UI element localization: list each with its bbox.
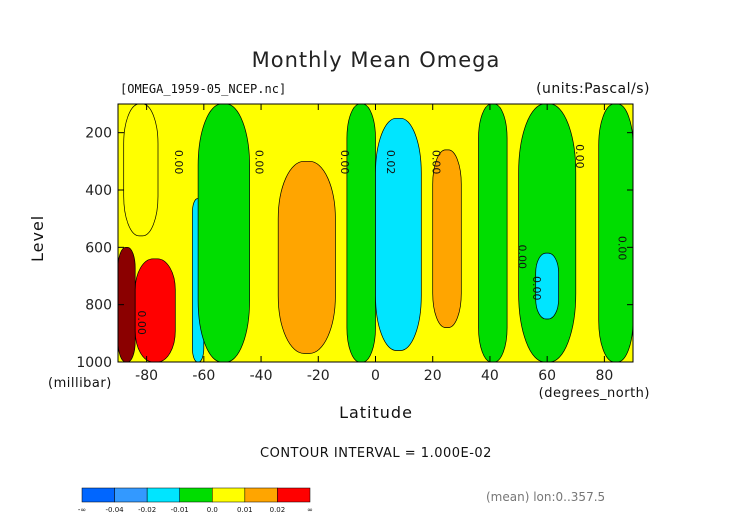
contour-band-8 — [432, 149, 462, 328]
chart-title: Monthly Mean Omega — [251, 48, 501, 72]
colorbar-label-4: 0.0 — [207, 506, 218, 514]
colorbar-swatch-3 — [179, 487, 213, 503]
contour-band-7 — [375, 117, 422, 351]
x-tick-label-4: 0 — [371, 368, 380, 384]
units-label: (units:Pascal/s) — [536, 81, 650, 97]
y-tick-label-3: 800 — [85, 298, 112, 314]
x-axis: -80 -60 -40 -20 0 20 40 60 80 — [135, 104, 613, 384]
colorbar-swatch-1 — [114, 487, 148, 503]
contour-band-10 — [518, 104, 577, 362]
contour-band-2 — [123, 104, 159, 237]
contour-label-7: 0.00 — [573, 144, 586, 169]
contour-label-5: 0.00 — [516, 244, 529, 269]
y-axis-unit: (millibar) — [48, 376, 112, 391]
contour-field — [118, 104, 633, 362]
x-axis-label: Latitude — [339, 403, 413, 422]
y-axis: 200 400 600 800 1000 — [76, 126, 633, 371]
contour-band-11 — [535, 252, 559, 320]
colorbar: -∞ -0.04 -0.02 -0.01 0.0 0.01 0.02 ∞ — [78, 487, 313, 514]
x-tick-label-6: 40 — [481, 368, 499, 384]
contour-label-9: 0.00 — [135, 310, 148, 335]
colorbar-label-3: -0.01 — [171, 506, 189, 514]
contour-label-0: 0.00 — [172, 150, 185, 175]
contour-label-2: 0.00 — [338, 150, 351, 175]
colorbar-swatch-0 — [81, 487, 115, 503]
x-axis-unit: (degrees_north) — [538, 386, 650, 401]
contour-labels: 0.00 0.00 0.00 0.02 0.000.000.000.000.000.00 — [135, 144, 629, 335]
contour-label-3: 0.02 — [384, 150, 397, 175]
file-label: [OMEGA_1959-05_NCEP.nc] — [120, 82, 287, 96]
colorbar-swatch-4 — [212, 487, 246, 503]
colorbar-label-0: -∞ — [78, 506, 86, 514]
colorbar-label-5: 0.01 — [237, 506, 253, 514]
colorbar-label-2: -0.02 — [138, 506, 156, 514]
x-tick-label-0: -80 — [135, 368, 158, 384]
contour-band-4 — [197, 104, 250, 362]
x-tick-label-7: 60 — [538, 368, 556, 384]
colorbar-label-6: 0.02 — [270, 506, 286, 514]
contour-label-4: 0.00 — [430, 150, 443, 175]
colorbar-swatch-6 — [277, 487, 311, 503]
y-tick-label-4: 1000 — [76, 355, 112, 371]
y-tick-label-0: 200 — [85, 126, 112, 142]
colorbar-swatch-2 — [146, 487, 180, 503]
x-tick-label-5: 20 — [424, 368, 442, 384]
colorbar-label-7: ∞ — [307, 506, 313, 514]
x-tick-label-3: -20 — [307, 368, 330, 384]
y-tick-label-2: 600 — [85, 240, 112, 256]
x-tick-label-2: -40 — [250, 368, 273, 384]
contour-label-1: 0.00 — [252, 150, 265, 174]
contour-band-6 — [346, 104, 376, 362]
colorbar-swatch-5 — [244, 487, 278, 503]
x-tick-label-1: -60 — [192, 368, 215, 384]
x-tick-label-8: 80 — [595, 368, 613, 384]
contour-band-5 — [277, 160, 336, 354]
contour-label-8: 0.00 — [616, 236, 629, 261]
contour-band-9 — [478, 104, 508, 362]
contour-interval-label: CONTOUR INTERVAL = 1.000E-02 — [260, 446, 492, 461]
y-tick-label-1: 400 — [85, 183, 112, 199]
contour-band-12 — [598, 104, 633, 362]
colorbar-label-1: -0.04 — [106, 506, 125, 514]
mean-note: (mean) lon:0..357.5 — [486, 490, 606, 504]
contour-label-6: 0.00 — [530, 276, 543, 301]
